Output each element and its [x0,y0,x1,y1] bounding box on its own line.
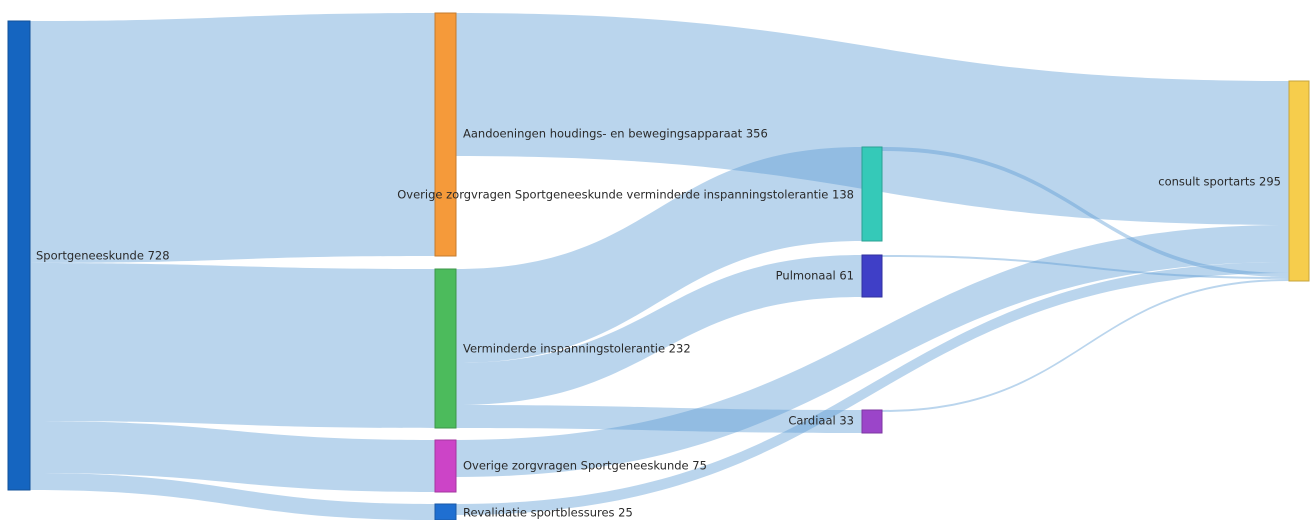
node-label-cardiaal: Cardiaal 33 [788,414,854,428]
node-consult [1288,80,1310,282]
link-pulmonaal-to-consult [882,255,1289,279]
sankey-links [30,13,1289,520]
link-sportgeneeskunde-to-revalidatie [30,473,435,520]
node-overige138 [861,146,883,242]
link-revalidatie-to-consult [456,262,1289,515]
link-verminderde-to-pulmonaal [456,255,862,405]
node-label-sportgeneeskunde: Sportgeneeskunde 728 [36,249,170,263]
link-sportgeneeskunde-to-aandoeningen [30,13,435,263]
sankey-nodes [7,12,1310,520]
node-label-consult: consult sportarts 295 [1158,175,1281,189]
node-label-aandoeningen: Aandoeningen houdings- en bewegingsappar… [463,127,768,141]
node-sportgeneeskunde [7,20,31,491]
node-verminderde [434,268,457,429]
link-overige138-to-consult [882,147,1289,277]
node-overige75 [434,439,457,493]
node-aandoeningen [434,12,457,257]
node-pulmonaal [861,254,883,298]
node-cardiaal [861,409,883,434]
node-label-revalidatie: Revalidatie sportblessures 25 [463,506,633,520]
link-aandoeningen-to-consult [456,13,1289,225]
node-revalidatie [434,503,457,520]
sankey-labels: Sportgeneeskunde 728 Aandoeningen houding… [36,127,1281,520]
link-sportgeneeskunde-to-overige75 [30,421,435,492]
link-overige75-to-consult [456,225,1289,477]
node-label-verminderde: Verminderde inspanningstolerantie 232 [463,342,691,356]
node-label-overige138: Overige zorgvragen Sportgeneeskunde verm… [397,188,854,202]
link-sportgeneeskunde-to-verminderde [30,263,435,428]
link-verminderde-to-overige138 [456,147,862,363]
link-cardiaal-to-consult [882,279,1289,412]
node-label-pulmonaal: Pulmonaal 61 [776,269,854,283]
link-verminderde-to-cardiaal [456,405,862,433]
node-label-overige75: Overige zorgvragen Sportgeneeskunde 75 [463,459,707,473]
